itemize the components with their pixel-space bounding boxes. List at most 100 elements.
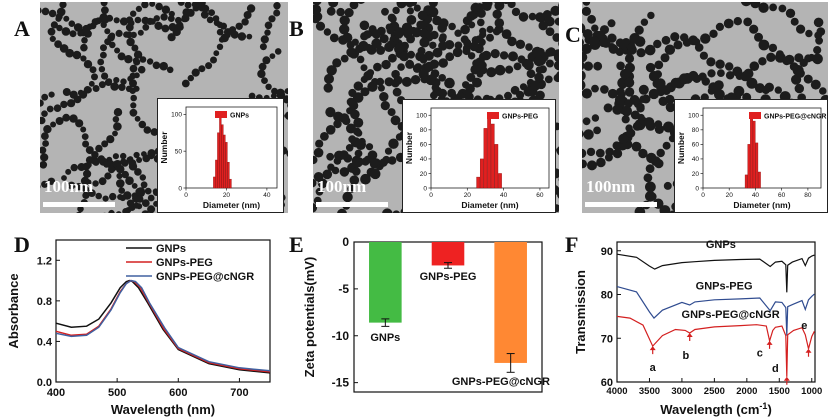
nanoparticle xyxy=(323,83,333,93)
nanoparticle xyxy=(629,33,641,44)
nanoparticle xyxy=(138,120,147,129)
nanoparticle xyxy=(469,41,479,52)
nanoparticle xyxy=(507,36,517,47)
nanoparticle xyxy=(582,38,584,47)
nanoparticle xyxy=(216,28,224,36)
nanoparticle xyxy=(101,6,109,15)
nanoparticle xyxy=(210,56,217,64)
legend-label: GNPs xyxy=(156,243,186,255)
x-tick-label: 40 xyxy=(500,192,508,199)
nanoparticle xyxy=(175,16,182,24)
nanoparticle xyxy=(723,18,734,29)
nanoparticle xyxy=(181,79,190,88)
nanoparticle xyxy=(77,30,84,37)
nanoparticle xyxy=(582,90,583,95)
x-tick-label: 0 xyxy=(184,192,188,199)
nanoparticle xyxy=(390,115,401,126)
legend-label: GNPs xyxy=(230,113,249,120)
nanoparticle xyxy=(120,152,127,160)
nanoparticle xyxy=(160,13,168,21)
nanoparticle xyxy=(85,87,92,93)
nanoparticle xyxy=(432,47,443,58)
nanoparticle xyxy=(645,62,656,73)
histogram-bar xyxy=(223,134,226,189)
nanoparticle xyxy=(152,61,161,70)
y-axis-title: Number xyxy=(404,131,414,164)
nanoparticle xyxy=(223,28,232,37)
nanoparticle xyxy=(379,158,388,167)
nanoparticle xyxy=(505,65,514,74)
nanoparticle xyxy=(643,173,653,183)
nanoparticle xyxy=(92,158,100,166)
nanoparticle xyxy=(600,85,609,94)
nanoparticle xyxy=(342,32,353,43)
nanoparticle xyxy=(115,29,123,37)
nanoparticle xyxy=(472,77,482,88)
nanoparticle xyxy=(511,7,521,17)
y-tick-label: 0 xyxy=(695,185,699,192)
nanoparticle xyxy=(125,85,133,93)
nanoparticle xyxy=(167,15,175,22)
x-tick-label: 700 xyxy=(230,387,248,399)
y-tick-label: 40 xyxy=(692,156,700,163)
nanoparticle xyxy=(110,82,119,91)
histogram-bar xyxy=(215,159,218,189)
nanoparticle xyxy=(105,78,113,85)
peak-arrowhead xyxy=(766,340,773,345)
nanoparticle xyxy=(653,39,662,49)
nanoparticle xyxy=(92,180,99,187)
nanoparticle xyxy=(154,21,163,30)
ftir-chart: 4000 3500 3000 2500 2000 1500 1000 60 70 80 90 Wave… xyxy=(573,239,822,417)
nanoparticle xyxy=(504,91,512,100)
nanoparticle xyxy=(216,43,224,50)
nanoparticle xyxy=(525,43,533,51)
nanoparticle xyxy=(431,83,440,92)
x-tick-label: 0 xyxy=(701,192,705,199)
nanoparticle xyxy=(246,4,256,13)
y-axis-title: Absorbance xyxy=(6,273,21,348)
nanoparticle xyxy=(115,165,123,172)
nanoparticle xyxy=(323,28,332,36)
nanoparticle xyxy=(517,55,526,64)
nanoparticle xyxy=(40,116,46,125)
nanoparticle xyxy=(467,52,476,60)
nanoparticle xyxy=(328,2,339,8)
nanoparticle xyxy=(262,56,271,65)
y-tick-label: 80 xyxy=(692,127,700,134)
nanoparticle xyxy=(550,5,559,16)
nanoparticle xyxy=(140,181,148,189)
nanoparticle xyxy=(645,191,656,202)
y-tick-label: -5 xyxy=(338,282,349,296)
nanoparticle xyxy=(582,43,592,54)
nanoparticle xyxy=(508,51,518,62)
nanoparticle xyxy=(95,144,103,153)
peak-label: c xyxy=(757,347,763,359)
nanoparticle xyxy=(104,38,112,46)
nanoparticle xyxy=(355,44,364,53)
nanoparticle xyxy=(40,184,41,189)
nanoparticle xyxy=(324,73,334,84)
nanoparticle xyxy=(535,90,545,101)
series-line xyxy=(616,315,815,377)
nanoparticle xyxy=(582,60,585,70)
nanoparticle xyxy=(438,74,446,82)
nanoparticle xyxy=(608,43,616,51)
nanoparticle xyxy=(339,167,350,177)
plot-frame xyxy=(55,239,271,383)
nanoparticle xyxy=(287,102,288,108)
nanoparticle xyxy=(326,6,336,16)
nanoparticle xyxy=(556,71,559,79)
y-tick-label: 40 xyxy=(420,156,428,163)
series-line xyxy=(616,286,815,336)
nanoparticle xyxy=(143,126,152,134)
nanoparticle xyxy=(130,10,137,17)
nanoparticle xyxy=(132,57,139,64)
nanoparticle xyxy=(43,125,52,134)
nanoparticle xyxy=(339,113,350,123)
y-tick-label: 50 xyxy=(175,148,183,155)
nanoparticle xyxy=(607,88,618,99)
nanoparticle xyxy=(654,60,664,70)
nanoparticle xyxy=(49,35,56,43)
y-tick-label: 0 xyxy=(342,235,349,249)
nanoparticle xyxy=(583,129,594,140)
